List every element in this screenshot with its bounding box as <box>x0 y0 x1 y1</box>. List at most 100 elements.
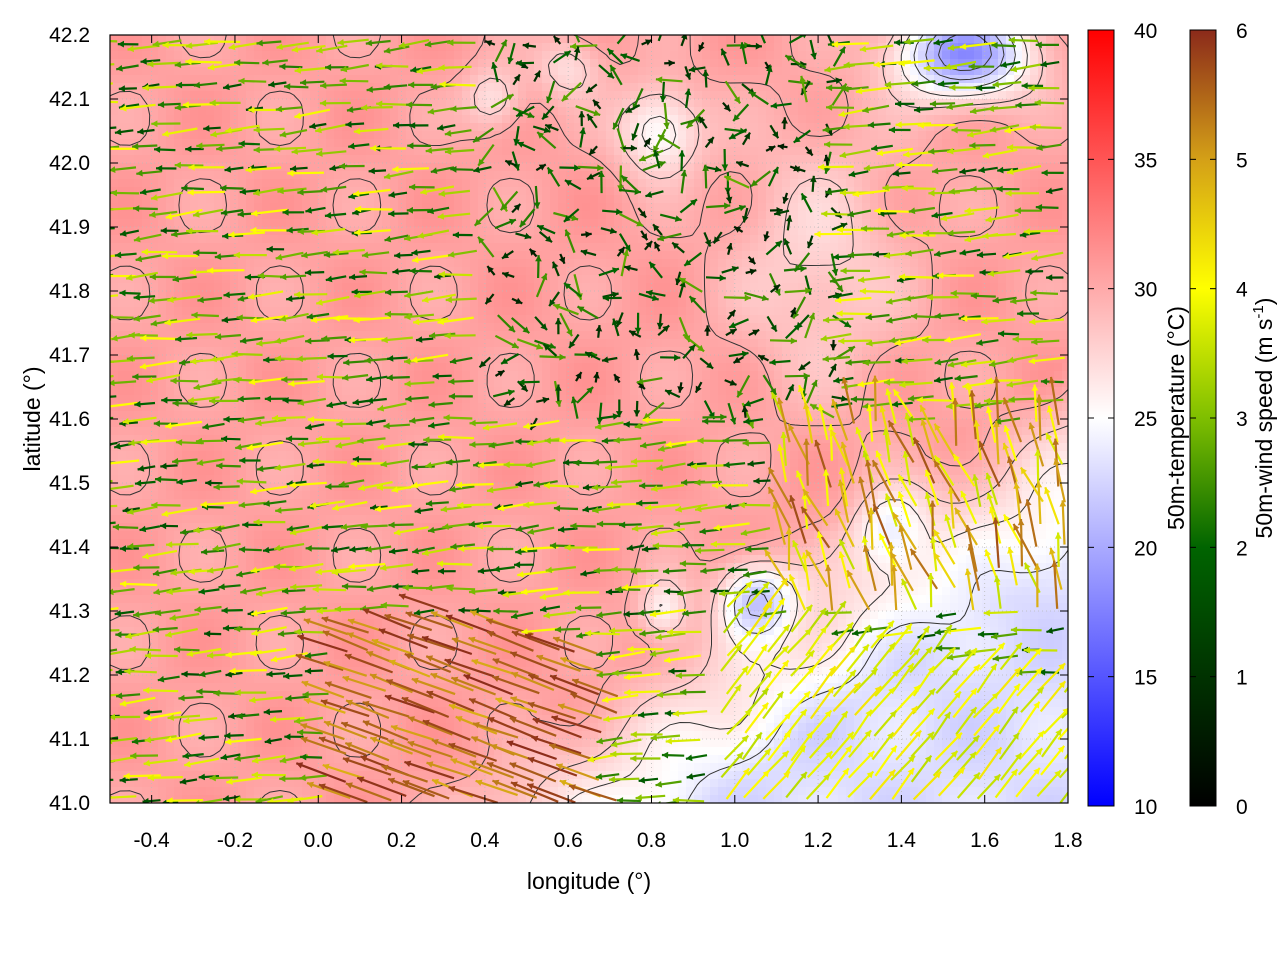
temperature-cell <box>110 139 119 148</box>
temperature-cell <box>246 91 255 100</box>
temperature-cell <box>510 171 519 180</box>
temperature-cell <box>206 427 215 436</box>
temperature-cell <box>206 339 215 348</box>
temperature-cell <box>294 139 303 148</box>
temperature-cell <box>518 507 527 516</box>
temperature-cell <box>230 547 239 556</box>
temperature-cell <box>294 251 303 260</box>
temperature-cell <box>214 435 223 444</box>
temperature-cell <box>446 91 455 100</box>
temperature-cell <box>294 403 303 412</box>
temperature-cell <box>462 523 471 532</box>
temperature-cell <box>182 355 191 364</box>
temperature-cell <box>414 531 423 540</box>
temperature-cell <box>270 507 279 516</box>
temperature-cell <box>310 83 319 92</box>
temperature-cell <box>390 43 399 52</box>
temperature-cell <box>174 179 183 188</box>
temperature-cell <box>254 699 263 708</box>
temperature-cell <box>222 595 231 604</box>
temperature-cell <box>182 635 191 644</box>
temperature-cell <box>446 283 455 292</box>
temperature-cell <box>518 307 527 316</box>
temperature-cell <box>486 739 495 748</box>
temperature-cell <box>462 587 471 596</box>
temperature-cell <box>270 243 279 252</box>
temperature-cell <box>254 683 263 692</box>
temperature-cell <box>190 323 199 332</box>
temperature-cell <box>382 331 391 340</box>
temperature-cell <box>422 115 431 124</box>
temperature-cell <box>294 395 303 404</box>
temperature-cell <box>510 203 519 212</box>
temperature-cell <box>214 315 223 324</box>
temperature-cell <box>174 67 183 76</box>
temperature-cell <box>142 619 151 628</box>
temperature-cell <box>406 723 415 732</box>
temperature-cell <box>246 427 255 436</box>
temperature-cell <box>342 259 351 268</box>
temperature-cell <box>110 611 119 620</box>
temperature-cell <box>494 651 503 660</box>
temperature-cell <box>318 219 327 228</box>
temperature-cell <box>374 379 383 388</box>
temperature-cell <box>462 291 471 300</box>
temperature-cell <box>142 35 151 44</box>
temperature-cell <box>134 675 143 684</box>
temperature-cell <box>158 283 167 292</box>
temperature-cell <box>270 515 279 524</box>
temperature-cell <box>158 755 167 764</box>
temperature-cell <box>502 651 511 660</box>
temperature-cell <box>142 427 151 436</box>
temperature-cell <box>334 323 343 332</box>
temperature-cell <box>390 339 399 348</box>
temperature-cell <box>294 771 303 780</box>
temperature-cell <box>454 683 463 692</box>
temperature-cell <box>422 619 431 628</box>
temperature-cell <box>454 739 463 748</box>
temperature-cell <box>422 555 431 564</box>
temperature-cell <box>238 83 247 92</box>
temperature-cell <box>478 363 487 372</box>
temperature-cell <box>214 587 223 596</box>
temperature-cell <box>326 651 335 660</box>
temperature-cell <box>414 683 423 692</box>
temperature-cell <box>174 539 183 548</box>
temperature-cell <box>414 187 423 196</box>
temperature-cell <box>438 595 447 604</box>
temperature-cell <box>486 131 495 140</box>
temperature-cell <box>406 275 415 284</box>
temperature-cell <box>230 763 239 772</box>
temperature-cell <box>422 723 431 732</box>
temperature-cell <box>470 715 479 724</box>
temperature-cell <box>374 267 383 276</box>
temperature-cell <box>390 427 399 436</box>
temperature-cell <box>318 683 327 692</box>
temperature-cell <box>190 75 199 84</box>
temperature-cell <box>358 123 367 132</box>
temperature-cell <box>422 43 431 52</box>
temperature-cell <box>390 611 399 620</box>
temperature-cell <box>398 427 407 436</box>
temperature-cell <box>190 443 199 452</box>
temperature-cell <box>486 563 495 572</box>
temperature-cell <box>254 403 263 412</box>
temperature-cell <box>438 203 447 212</box>
temperature-cell <box>182 147 191 156</box>
temperature-cell <box>126 227 135 236</box>
temperature-cell <box>446 411 455 420</box>
temperature-cell <box>206 131 215 140</box>
temperature-cell <box>310 579 319 588</box>
temperature-cell <box>198 195 207 204</box>
temperature-cell <box>150 371 159 380</box>
temperature-cell <box>254 747 263 756</box>
temperature-cell <box>486 99 495 108</box>
temperature-cell <box>326 299 335 308</box>
temperature-cell <box>470 379 479 388</box>
temperature-cell <box>294 315 303 324</box>
temperature-cell <box>190 35 199 44</box>
temperature-cell <box>254 603 263 612</box>
temperature-cell <box>134 179 143 188</box>
temperature-cell <box>142 467 151 476</box>
temperature-cell <box>422 339 431 348</box>
